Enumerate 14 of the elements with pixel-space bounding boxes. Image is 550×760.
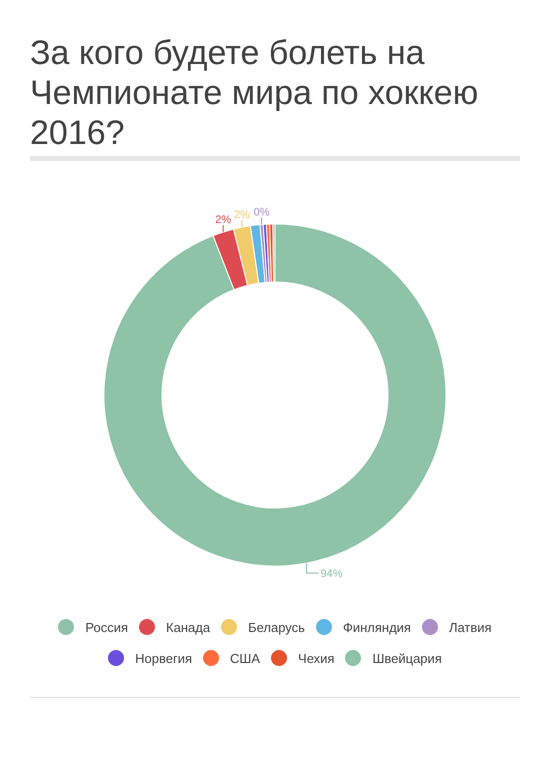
legend-label: Финляндия [342, 620, 411, 634]
data-label: 0% [254, 206, 270, 219]
legend-label: Канада [166, 620, 210, 634]
legend-label: Беларусь [248, 620, 305, 634]
legend-label: Норвегия [135, 650, 192, 666]
data-label: 2% [215, 214, 232, 226]
legend-label: Чехия [298, 650, 334, 666]
legend-label: Россия [85, 620, 128, 634]
data-label: 94% [320, 568, 343, 580]
chart-title: За кого будете болеть на Чемпионате мира по хоккею 2016? [30, 33, 480, 153]
legend-label: США [230, 650, 260, 666]
legend-label: Швейцария [372, 650, 442, 666]
data-label: 2% [234, 209, 250, 222]
legend-label: Латвия [448, 620, 492, 634]
